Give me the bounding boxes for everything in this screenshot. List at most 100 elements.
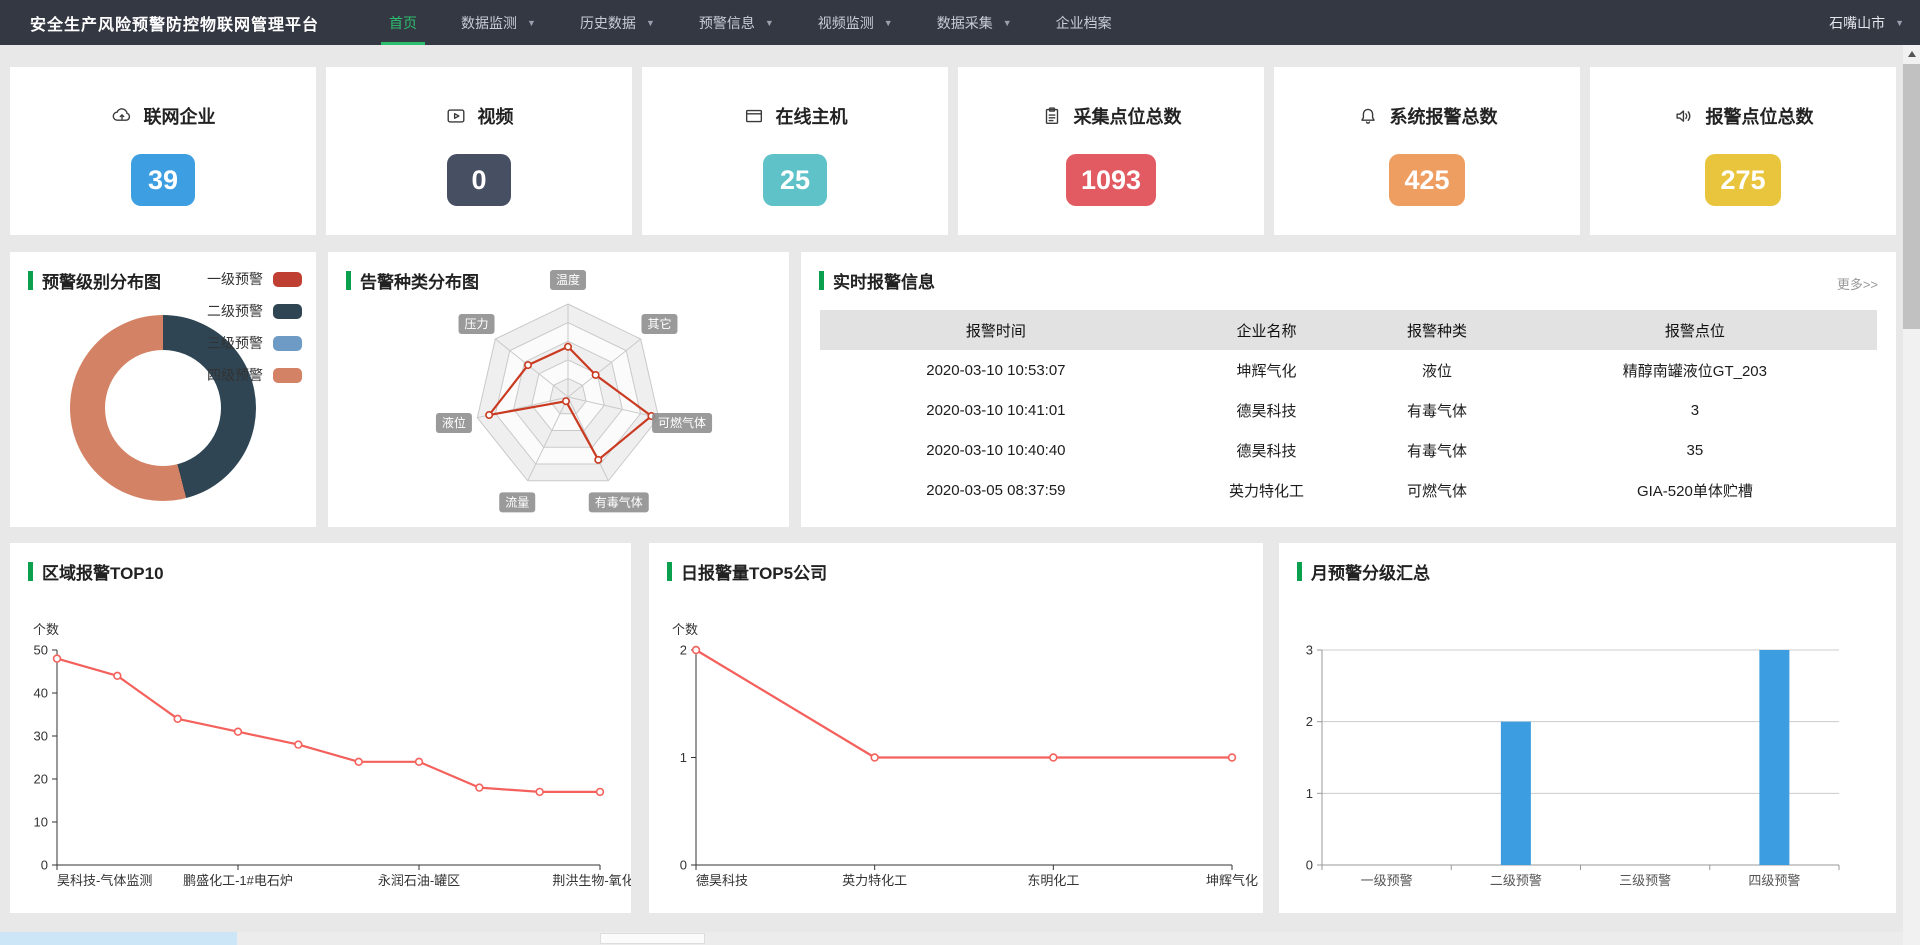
table-cell: 德昊科技 <box>1236 442 1297 460</box>
legend-marker <box>273 303 302 319</box>
clipboard-icon <box>1041 105 1063 127</box>
nav-item-home[interactable]: 首页 <box>371 0 435 45</box>
scroll-up-icon[interactable] <box>1903 45 1920 62</box>
svg-text:1: 1 <box>680 750 687 765</box>
vertical-scrollbar-thumb[interactable] <box>1903 64 1920 329</box>
svg-text:其它: 其它 <box>647 316 671 331</box>
stat-connected-enterprises: 联网企业 39 <box>10 67 316 235</box>
svg-text:流量: 流量 <box>505 495 529 509</box>
stat-value-badge: 1093 <box>1065 154 1157 206</box>
svg-text:0: 0 <box>1306 858 1313 873</box>
nav-menu: 首页 数据监测 ▼ 历史数据 ▼ 预警信息 ▼ 视频监测 ▼ 数据采集 ▼ 企业档案 <box>367 0 1134 45</box>
region-selector[interactable]: 石嘴山市 ▼ <box>1829 0 1904 45</box>
title-bullet-icon <box>1297 562 1302 581</box>
title-bullet-icon <box>28 562 33 581</box>
horizontal-scrollbar[interactable] <box>0 932 1903 945</box>
vertical-scrollbar[interactable] <box>1903 45 1920 932</box>
nav-item-data-collection[interactable]: 数据采集 ▼ <box>919 0 1030 45</box>
table-row: 2020-03-10 10:53:07 坤辉气化 液位 精醇南罐液位GT_203 <box>820 350 1877 390</box>
svg-text:压力: 压力 <box>465 317 489 331</box>
table-cell: 英力特化工 <box>1228 482 1304 500</box>
stat-label: 联网企业 <box>143 107 216 127</box>
legend-item[interactable]: 三级预警 <box>207 333 302 353</box>
title-bullet-icon <box>28 271 33 290</box>
nav-item-enterprise-archive[interactable]: 企业档案 <box>1038 0 1130 45</box>
panel-title: 日报警量TOP5公司 <box>667 559 827 584</box>
svg-text:20: 20 <box>34 772 48 787</box>
stat-collection-points: 采集点位总数 1093 <box>958 67 1264 235</box>
legend-label: 二级预警 <box>207 303 263 319</box>
horizontal-scrollbar-thumb[interactable] <box>600 933 705 944</box>
radar-axis-label: 流量 <box>499 492 536 513</box>
chevron-down-icon: ▼ <box>527 17 536 28</box>
cloud-icon <box>111 105 133 127</box>
nav-item-history-data[interactable]: 历史数据 ▼ <box>562 0 673 45</box>
stat-label: 视频 <box>477 107 514 127</box>
svg-text:一级预警: 一级预警 <box>1361 873 1413 888</box>
svg-text:1: 1 <box>1306 786 1313 801</box>
radar-axis-label: 液位 <box>435 413 472 434</box>
svg-text:英力特化工: 英力特化工 <box>842 873 907 888</box>
nav-item-label: 企业档案 <box>1055 14 1112 31</box>
svg-text:10: 10 <box>34 815 48 830</box>
svg-text:2: 2 <box>1306 714 1313 729</box>
table-cell: 35 <box>1686 441 1704 459</box>
nav-item-video-monitoring[interactable]: 视频监测 ▼ <box>800 0 911 45</box>
radar-axis-label: 压力 <box>458 314 495 335</box>
panel-alert-level-distribution: 预警级别分布图 一级预警 二级预警 三级预警 四级预警 <box>10 252 316 527</box>
legend-item[interactable]: 二级预警 <box>207 301 302 321</box>
svg-text:荆洪生物-氧化反: 荆洪生物-氧化反 <box>552 873 631 888</box>
radar-axis-label: 有毒气体 <box>588 492 649 513</box>
panel-title: 区域报警TOP10 <box>28 559 164 584</box>
bar <box>1500 721 1531 865</box>
bell-icon <box>1357 105 1379 127</box>
stat-value-badge: 0 <box>447 154 511 206</box>
legend-item[interactable]: 四级预警 <box>207 365 302 385</box>
svg-text:温度: 温度 <box>556 272 580 287</box>
stat-online-hosts: 在线主机 25 <box>642 67 948 235</box>
svg-text:3: 3 <box>1306 643 1313 658</box>
more-link[interactable]: 更多>> <box>1836 277 1878 292</box>
realtime-alarm-table: 报警时间 企业名称 报警种类 报警点位 2020-03-10 10:53:07 坤辉气化… <box>820 310 1877 510</box>
region-label: 石嘴山市 <box>1829 14 1886 31</box>
table-cell: 2020-03-10 10:41:01 <box>926 401 1066 419</box>
table-cell: GIA-520单体贮槽 <box>1636 482 1753 500</box>
nav-item-data-monitoring[interactable]: 数据监测 ▼ <box>443 0 554 45</box>
table-cell: 坤辉气化 <box>1236 362 1297 380</box>
nav-item-label: 数据采集 <box>936 14 993 31</box>
radar-axis-label: 温度 <box>550 270 586 290</box>
video-icon <box>445 105 467 127</box>
horizontal-scrollbar-highlight <box>0 932 237 945</box>
title-bullet-icon <box>346 271 351 290</box>
legend-marker <box>273 271 302 287</box>
table-header-cell: 企业名称 <box>1171 310 1362 350</box>
legend-label: 一级预警 <box>207 271 263 287</box>
svg-text:个数: 个数 <box>672 622 698 637</box>
nav-item-label: 首页 <box>389 14 418 31</box>
region-top10-line-chart: 个数 0 10 20 30 40 50 昊科技-气体监测 鹏盛化工-1#电石炉 永润石油-罐区 荆洪… <box>33 622 631 888</box>
nav-item-label: 预警信息 <box>698 14 755 31</box>
panel-monthly-alert-summary: 月预警分级汇总 0 1 2 3 一级预警 二级预警 三级预警 四级预警 <box>1279 543 1896 913</box>
svg-text:二级预警: 二级预警 <box>1490 873 1542 888</box>
legend-marker <box>273 367 302 383</box>
chevron-down-icon: ▼ <box>645 17 655 28</box>
svg-text:鹏盛化工-1#电石炉: 鹏盛化工-1#电石炉 <box>183 873 293 888</box>
stat-label: 系统报警总数 <box>1389 107 1498 127</box>
nav-item-alert-info[interactable]: 预警信息 ▼ <box>681 0 792 45</box>
radar-axis-label: 其它 <box>641 314 678 335</box>
svg-text:德昊科技: 德昊科技 <box>696 873 748 888</box>
panel-alarm-type-distribution: 告警种类分布图 温度其它可燃气体有毒气体 流量 液位 压力 <box>328 252 789 527</box>
stat-label: 报警点位总数 <box>1705 107 1814 127</box>
svg-text:四级预警: 四级预警 <box>1748 873 1800 888</box>
panel-region-alarm-top10: 区域报警TOP10 个数 0 10 20 30 40 50 昊科技-气体监测 鹏盛化工-1#电石… <box>10 543 631 913</box>
table-cell: 有毒气体 <box>1406 402 1467 420</box>
svg-text:可燃气体: 可燃气体 <box>658 415 706 430</box>
panel-title: 告警种类分布图 <box>346 268 479 293</box>
panel-title: 实时报警信息 <box>819 268 935 293</box>
app-title: 安全生产风险预警防控物联网管理平台 <box>30 16 320 34</box>
stat-value-badge: 39 <box>131 154 195 206</box>
legend-item[interactable]: 一级预警 <box>207 269 302 289</box>
stat-system-alarms: 系统报警总数 425 <box>1274 67 1580 235</box>
